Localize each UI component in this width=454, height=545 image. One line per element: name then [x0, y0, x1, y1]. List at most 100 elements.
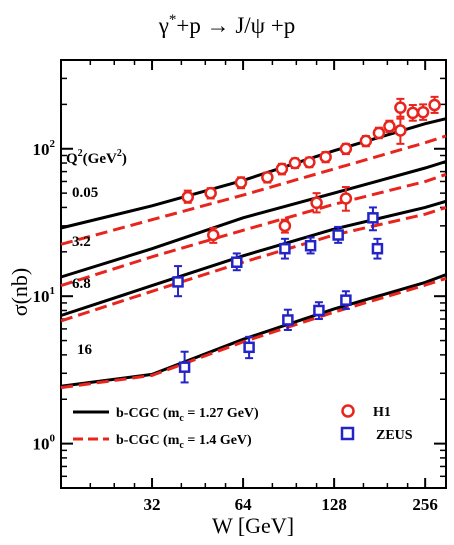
legend-label-zeus: ZEUS: [376, 428, 413, 443]
dashed-curve-q2-16: [60, 276, 447, 390]
zeus-marker: [332, 229, 344, 241]
q2-header-sup2: 2: [117, 148, 122, 159]
q2-header-close: ): [122, 151, 127, 167]
x-axis-label: W [GeV]: [212, 513, 294, 538]
x-tick-label: 32: [144, 495, 161, 514]
h1-point: [204, 186, 217, 200]
zeus-marker: [279, 242, 291, 255]
zeus-point: [304, 236, 317, 255]
zeus-point: [313, 301, 325, 321]
h1-point: [372, 126, 386, 140]
h1-point: [428, 95, 441, 114]
title-star: *: [169, 12, 177, 28]
h1-point: [359, 134, 373, 148]
x-tick-label: 64: [235, 495, 253, 514]
h1-marker: [275, 162, 289, 176]
h1-point: [383, 119, 396, 133]
h1-point: [310, 192, 323, 214]
h1-point: [394, 97, 407, 118]
dashed-curve-q2-6.8: [60, 205, 447, 323]
h1-marker: [394, 124, 407, 137]
zeus-point: [231, 252, 243, 272]
axis-ticks: [61, 60, 446, 488]
legend-solid-main: b-CGC (m: [116, 406, 180, 421]
h1-marker: [372, 126, 386, 140]
zeus-point: [332, 225, 344, 244]
h1-point: [234, 176, 248, 190]
solid-curve-q2-3.2: [60, 160, 447, 279]
legend-solid-sub: c: [179, 413, 184, 424]
q2-header-unit: (GeV: [83, 151, 117, 167]
h1-marker: [383, 120, 396, 133]
q2-header: Q2(GeV2): [66, 148, 127, 167]
h1-point: [278, 218, 292, 234]
plot-frame: [60, 59, 447, 489]
y-tick-base: 10: [33, 435, 50, 454]
curve-label-6.8: 6.8: [72, 276, 91, 292]
q2-header-sup: 2: [78, 148, 83, 159]
h1-marker: [339, 142, 353, 156]
y-axis-label: σ(nb): [7, 268, 32, 317]
h1-marker: [181, 190, 195, 204]
h1-marker: [288, 156, 302, 170]
y-tick-exp: 2: [50, 138, 56, 150]
h1-point: [394, 117, 407, 145]
curve-label-3.2: 3.2: [72, 234, 91, 250]
h1-point: [319, 150, 332, 164]
zeus-marker: [178, 361, 191, 373]
h1-marker: [359, 134, 373, 148]
x-tick-label: 128: [321, 495, 347, 514]
solid-curve-q2-16: [60, 273, 447, 388]
legend-dashed-sub: c: [179, 440, 184, 451]
dashed-curve-q2-3.2: [60, 172, 447, 288]
h1-point: [207, 227, 220, 244]
zeus-marker: [282, 314, 294, 326]
zeus-marker: [340, 294, 352, 306]
legend-label-solid: b-CGC (mc = 1.27 GeV): [116, 406, 259, 424]
h1-point: [275, 162, 289, 176]
zeus-point: [282, 308, 294, 331]
h1-marker: [416, 105, 430, 119]
zeus-marker: [231, 256, 243, 268]
h1-marker: [278, 219, 292, 233]
title-rest: +p → J/ψ +p: [176, 13, 295, 38]
h1-marker: [261, 171, 274, 184]
zeus-marker: [172, 276, 184, 288]
zeus-point: [367, 206, 379, 232]
y-tick-exp: 1: [50, 285, 56, 297]
solid-curve-q2-6.8: [60, 199, 447, 317]
dashed-curve-q2-0.05: [60, 134, 447, 246]
h1-point: [181, 189, 195, 204]
zeus-marker: [304, 239, 317, 252]
legend-solid-tail: = 1.27 GeV): [184, 406, 259, 421]
h1-marker: [303, 156, 316, 169]
y-tick-label: 101: [33, 285, 56, 306]
x-tick-label: 256: [412, 495, 438, 514]
h1-marker: [310, 196, 323, 210]
zeus-point: [178, 350, 191, 384]
h1-marker: [204, 186, 217, 200]
zeus-point: [340, 290, 352, 310]
legend-label-dashed: b-CGC (mc = 1.4 GeV): [116, 433, 252, 451]
zeus-point: [279, 237, 291, 260]
legend-marker-zeus: [340, 426, 355, 441]
h1-marker: [234, 176, 248, 189]
legend-marker-h1: [341, 404, 355, 418]
y-tick-base: 10: [33, 140, 50, 159]
data-points: [172, 95, 441, 384]
legend-label-h1: H1: [373, 405, 391, 420]
curve-label-0.05: 0.05: [72, 185, 98, 201]
h1-point: [416, 103, 430, 121]
h1-marker: [428, 98, 441, 112]
zeus-marker: [367, 212, 379, 224]
h1-point: [288, 156, 302, 170]
h1-point: [339, 186, 353, 212]
h1-point: [406, 104, 420, 122]
solid-curve-q2-0.05: [60, 117, 447, 230]
q2-header-q: Q: [66, 151, 78, 167]
x-tick-labels: 32 64 128 256: [144, 495, 438, 514]
h1-marker: [406, 106, 420, 120]
y-tick-label: 102: [33, 138, 56, 159]
